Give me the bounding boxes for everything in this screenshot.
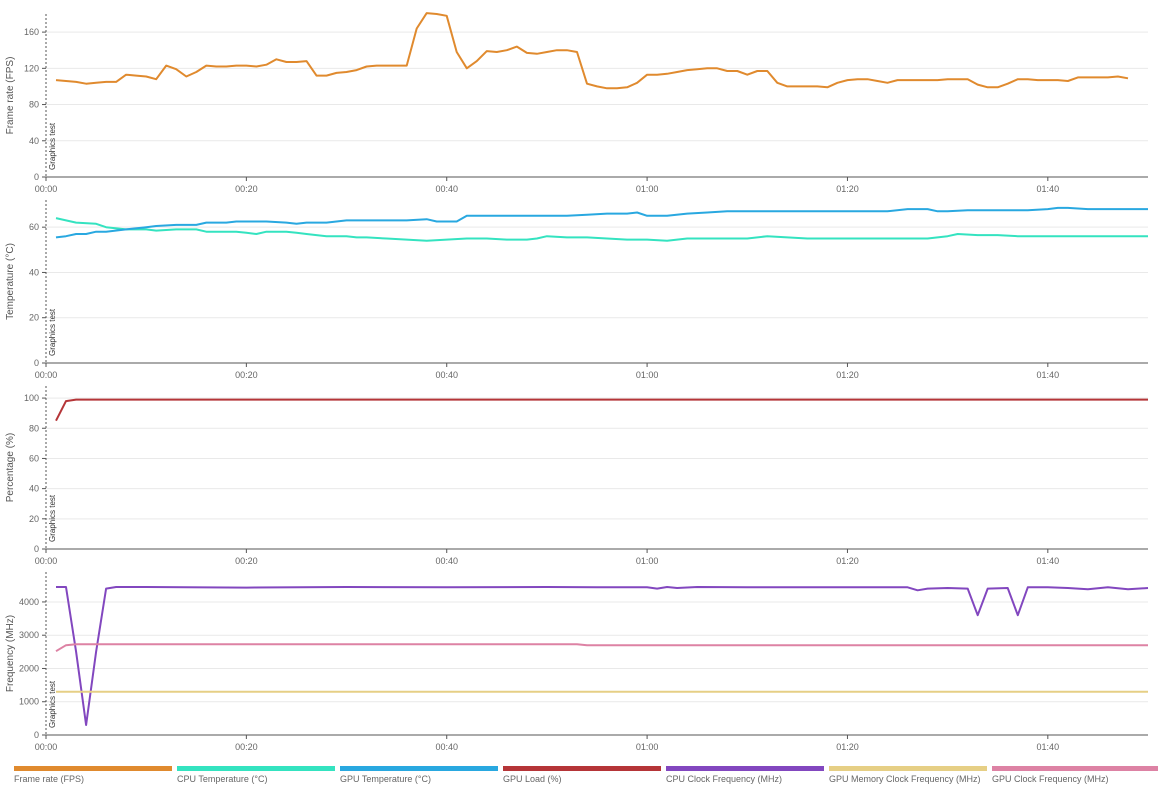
x-tick-label: 01:40 bbox=[1037, 370, 1060, 380]
x-tick-label: 01:00 bbox=[636, 184, 659, 194]
y-tick-label: 40 bbox=[29, 484, 39, 494]
marker-label: Graphics test bbox=[48, 680, 57, 728]
x-tick-label: 00:40 bbox=[435, 742, 458, 752]
y-tick-label: 4000 bbox=[19, 597, 39, 607]
legend-swatch bbox=[666, 766, 824, 771]
chart-panel-3: 0 1000 2000 3000 4000 00:00 00:20 00:40 01:00 01:… bbox=[5, 572, 1149, 752]
legend-swatch bbox=[14, 766, 172, 771]
legend-swatch bbox=[829, 766, 987, 771]
legend-swatch bbox=[992, 766, 1158, 771]
y-tick-label: 3000 bbox=[19, 630, 39, 640]
legend-label: Frame rate (FPS) bbox=[14, 774, 85, 784]
x-tick-label: 01:00 bbox=[636, 370, 659, 380]
x-tick-label: 01:00 bbox=[636, 556, 659, 566]
legend-swatch bbox=[503, 766, 661, 771]
legend-label: GPU Clock Frequency (MHz) bbox=[992, 774, 1109, 784]
legend-item-gpu-temperature[interactable]: GPU Temperature (°C) bbox=[340, 764, 498, 794]
x-tick-label: 00:20 bbox=[235, 370, 258, 380]
x-tick-label: 00:40 bbox=[435, 556, 458, 566]
x-tick-label: 00:20 bbox=[235, 556, 258, 566]
x-tick-label: 01:20 bbox=[836, 370, 859, 380]
y-tick-label: 1000 bbox=[19, 697, 39, 707]
y-tick-label: 40 bbox=[29, 136, 39, 146]
y-tick-label: 80 bbox=[29, 423, 39, 433]
x-tick-label: 01:00 bbox=[636, 742, 659, 752]
legend-swatch bbox=[340, 766, 498, 771]
legend-label: CPU Clock Frequency (MHz) bbox=[666, 774, 783, 784]
series-line bbox=[56, 586, 1149, 726]
legend-item-frame-rate[interactable]: Frame rate (FPS) bbox=[14, 764, 172, 794]
y-tick-label: 80 bbox=[29, 100, 39, 110]
y-tick-label: 40 bbox=[29, 267, 39, 277]
x-tick-label: 01:40 bbox=[1037, 184, 1060, 194]
y-axis-label: Temperature (°C) bbox=[5, 243, 16, 320]
x-tick-label: 00:20 bbox=[235, 742, 258, 752]
x-tick-label: 01:20 bbox=[836, 556, 859, 566]
x-tick-label: 01:40 bbox=[1037, 742, 1060, 752]
y-tick-label: 160 bbox=[24, 27, 39, 37]
legend-item-gpu-load[interactable]: GPU Load (%) bbox=[503, 764, 661, 794]
series-line bbox=[55, 217, 1148, 242]
legend-item-gpu-clock[interactable]: GPU Clock Frequency (MHz) bbox=[992, 764, 1158, 794]
y-tick-label: 0 bbox=[34, 358, 39, 368]
x-tick-label: 01:20 bbox=[836, 742, 859, 752]
y-tick-label: 60 bbox=[29, 453, 39, 463]
x-tick-label: 00:00 bbox=[35, 370, 58, 380]
legend-label: GPU Load (%) bbox=[503, 774, 562, 784]
legend-swatch bbox=[177, 766, 335, 771]
y-tick-label: 0 bbox=[34, 730, 39, 740]
series-line bbox=[55, 12, 1129, 90]
x-tick-label: 00:40 bbox=[435, 370, 458, 380]
legend-item-cpu-clock[interactable]: CPU Clock Frequency (MHz) bbox=[666, 764, 824, 794]
marker-label: Graphics test bbox=[48, 122, 57, 170]
x-tick-label: 01:40 bbox=[1037, 556, 1060, 566]
y-tick-label: 20 bbox=[29, 514, 39, 524]
chart-panel-1: 0 20 40 60 00:00 00:20 00:40 01:00 01:20 01:40 Tem… bbox=[5, 200, 1148, 380]
y-axis-label: Frame rate (FPS) bbox=[5, 57, 16, 135]
legend-label: GPU Memory Clock Frequency (MHz) bbox=[829, 774, 981, 784]
y-tick-label: 100 bbox=[24, 393, 39, 403]
legend-label: GPU Temperature (°C) bbox=[340, 774, 431, 784]
x-tick-label: 01:20 bbox=[836, 184, 859, 194]
y-tick-label: 0 bbox=[34, 172, 39, 182]
series-line bbox=[55, 643, 1148, 653]
y-axis-label: Frequency (MHz) bbox=[5, 615, 16, 692]
marker-label: Graphics test bbox=[48, 308, 57, 356]
x-tick-label: 00:00 bbox=[35, 556, 58, 566]
charts-area: 0 40 80 120 160 00:00 00:20 00:40 01:00 01:20 01:4… bbox=[5, 12, 1149, 752]
x-tick-label: 00:40 bbox=[435, 184, 458, 194]
y-tick-label: 0 bbox=[34, 544, 39, 554]
x-tick-label: 00:00 bbox=[35, 184, 58, 194]
legend-item-cpu-temperature[interactable]: CPU Temperature (°C) bbox=[177, 764, 335, 794]
y-axis-label: Percentage (%) bbox=[5, 433, 16, 502]
chart-panel-2: 0 20 40 60 80 100 00:00 00:20 00:40 01:00 01:20 01:… bbox=[5, 386, 1148, 566]
y-tick-label: 60 bbox=[29, 222, 39, 232]
legend-label: CPU Temperature (°C) bbox=[177, 774, 268, 784]
series-line bbox=[55, 206, 1148, 239]
legend-item-gpu-memory-clock[interactable]: GPU Memory Clock Frequency (MHz) bbox=[829, 764, 987, 794]
y-tick-label: 120 bbox=[24, 63, 39, 73]
x-tick-label: 00:20 bbox=[235, 184, 258, 194]
chart-panel-0: 0 40 80 120 160 00:00 00:20 00:40 01:00 01:20 01:4… bbox=[5, 12, 1148, 194]
series-line bbox=[55, 398, 1148, 422]
marker-label: Graphics test bbox=[48, 494, 57, 542]
legend: Frame rate (FPS) CPU Temperature (°C) GP… bbox=[14, 764, 1164, 794]
y-tick-label: 2000 bbox=[19, 663, 39, 673]
y-tick-label: 20 bbox=[29, 313, 39, 323]
x-tick-label: 00:00 bbox=[35, 742, 58, 752]
